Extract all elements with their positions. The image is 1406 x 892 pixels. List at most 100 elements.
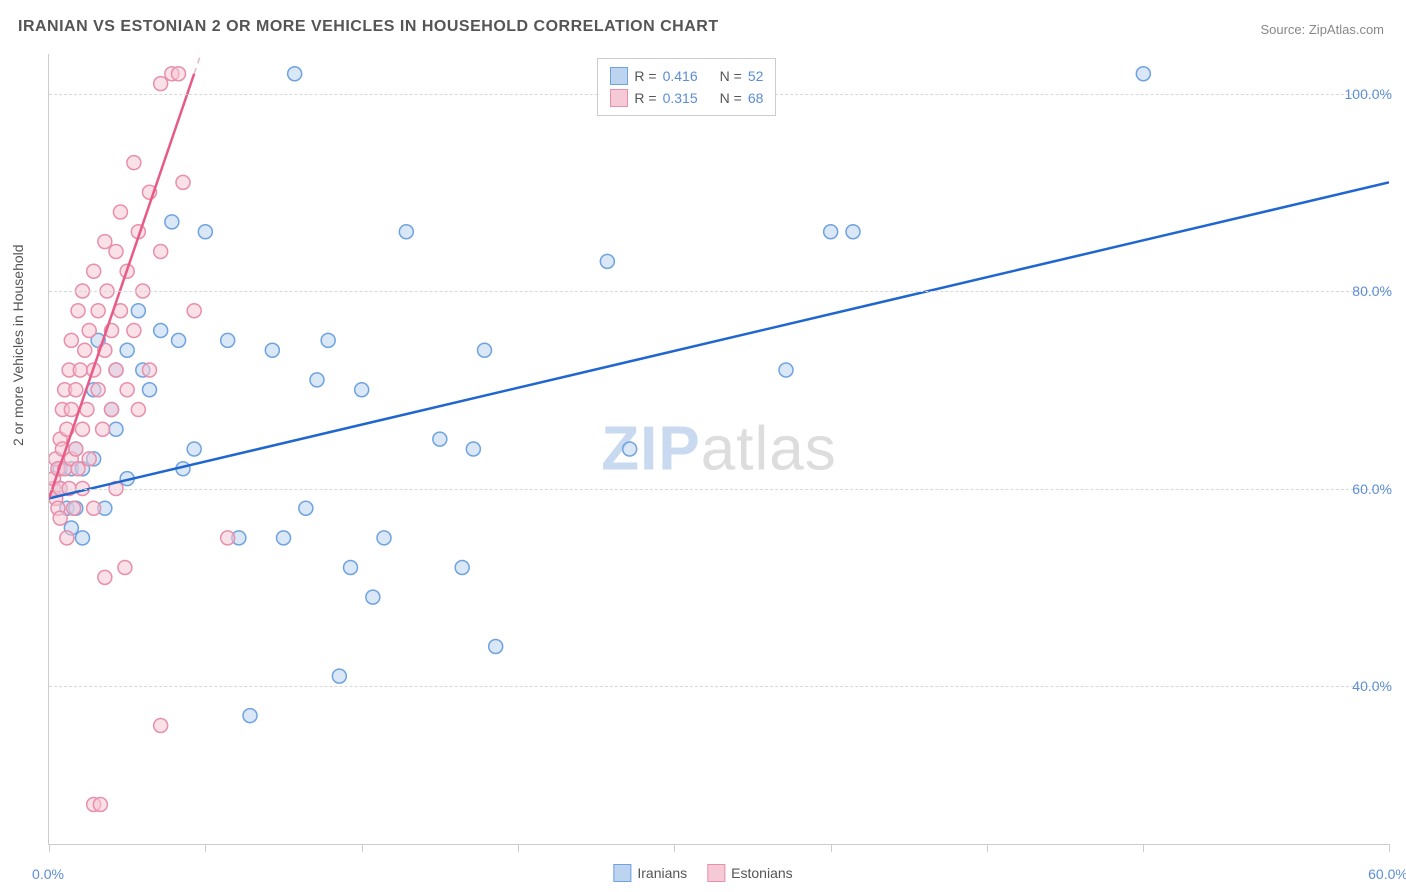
data-point: [120, 472, 134, 486]
data-point: [154, 719, 168, 733]
y-axis-label: 2 or more Vehicles in Household: [10, 244, 26, 446]
trend-line: [49, 182, 1389, 498]
data-point: [377, 531, 391, 545]
data-point: [143, 363, 157, 377]
n-value: 68: [748, 90, 764, 106]
r-label: R =: [634, 90, 656, 106]
data-point: [136, 363, 150, 377]
data-point: [82, 452, 96, 466]
data-point: [243, 709, 257, 723]
data-point: [344, 561, 358, 575]
data-point: [176, 175, 190, 189]
trend-line-dashed: [194, 54, 201, 74]
x-tick: [674, 844, 675, 852]
legend-stats: R =0.416N =52R =0.315N =68: [597, 58, 776, 116]
data-point: [355, 383, 369, 397]
data-point: [98, 235, 112, 249]
data-point: [64, 403, 78, 417]
data-point: [118, 561, 132, 575]
data-point: [131, 225, 145, 239]
legend-stat-row: R = 0.315 N = 68: [610, 87, 763, 109]
data-point: [489, 640, 503, 654]
gridline: [49, 291, 1389, 292]
data-point: [53, 462, 67, 476]
data-point: [127, 324, 141, 338]
data-point: [232, 531, 246, 545]
data-point: [221, 333, 235, 347]
data-point: [96, 422, 110, 436]
data-point: [87, 264, 101, 278]
data-point: [64, 521, 78, 535]
x-tick: [1143, 844, 1144, 852]
data-point: [299, 501, 313, 515]
data-point: [64, 462, 78, 476]
data-point: [64, 333, 78, 347]
x-tick: [49, 844, 50, 852]
data-point: [87, 798, 101, 812]
data-point: [69, 383, 83, 397]
data-point: [58, 383, 72, 397]
data-point: [60, 422, 74, 436]
x-tick: [1389, 844, 1390, 852]
data-point: [76, 531, 90, 545]
chart-container: IRANIAN VS ESTONIAN 2 OR MORE VEHICLES I…: [0, 0, 1406, 892]
data-point: [91, 383, 105, 397]
data-point: [846, 225, 860, 239]
data-point: [91, 304, 105, 318]
data-point: [198, 225, 212, 239]
x-tick-label: 0.0%: [32, 866, 64, 882]
data-point: [600, 254, 614, 268]
data-point: [120, 343, 134, 357]
data-point: [176, 462, 190, 476]
x-tick: [831, 844, 832, 852]
data-point: [87, 452, 101, 466]
data-point: [67, 501, 81, 515]
data-point: [321, 333, 335, 347]
data-point: [49, 452, 63, 466]
data-point: [105, 403, 119, 417]
data-point: [91, 333, 105, 347]
plot-area: ZIPatlas: [48, 54, 1389, 845]
data-point: [87, 383, 101, 397]
data-point: [78, 343, 92, 357]
gridline: [49, 489, 1389, 490]
legend-swatch: [613, 864, 631, 882]
data-point: [87, 501, 101, 515]
data-point: [623, 442, 637, 456]
data-point: [455, 561, 469, 575]
data-point: [53, 432, 67, 446]
data-point: [60, 501, 74, 515]
y-tick-label: 80.0%: [1352, 283, 1392, 299]
x-tick: [362, 844, 363, 852]
data-point: [113, 304, 127, 318]
data-point: [71, 462, 85, 476]
data-point: [779, 363, 793, 377]
legend-bottom: IraniansEstonians: [613, 864, 792, 882]
data-point: [165, 67, 179, 81]
y-tick-label: 40.0%: [1352, 678, 1392, 694]
x-tick: [987, 844, 988, 852]
data-point: [51, 501, 65, 515]
data-point: [109, 363, 123, 377]
n-label: N =: [720, 90, 742, 106]
y-tick-label: 100.0%: [1345, 86, 1392, 102]
data-point: [1136, 67, 1150, 81]
watermark: ZIPatlas: [601, 414, 836, 485]
data-point: [98, 570, 112, 584]
data-point: [98, 501, 112, 515]
data-point: [69, 501, 83, 515]
data-point: [366, 590, 380, 604]
data-point: [109, 363, 123, 377]
data-point: [105, 324, 119, 338]
data-point: [265, 343, 279, 357]
y-tick-label: 60.0%: [1352, 481, 1392, 497]
legend-swatch: [707, 864, 725, 882]
legend-swatch: [610, 67, 628, 85]
data-point: [55, 442, 69, 456]
data-point: [187, 442, 201, 456]
data-point: [154, 77, 168, 91]
svg-layer: [49, 54, 1389, 844]
r-value: 0.315: [663, 90, 698, 106]
legend-label: Iranians: [637, 865, 687, 881]
legend-swatch: [610, 89, 628, 107]
